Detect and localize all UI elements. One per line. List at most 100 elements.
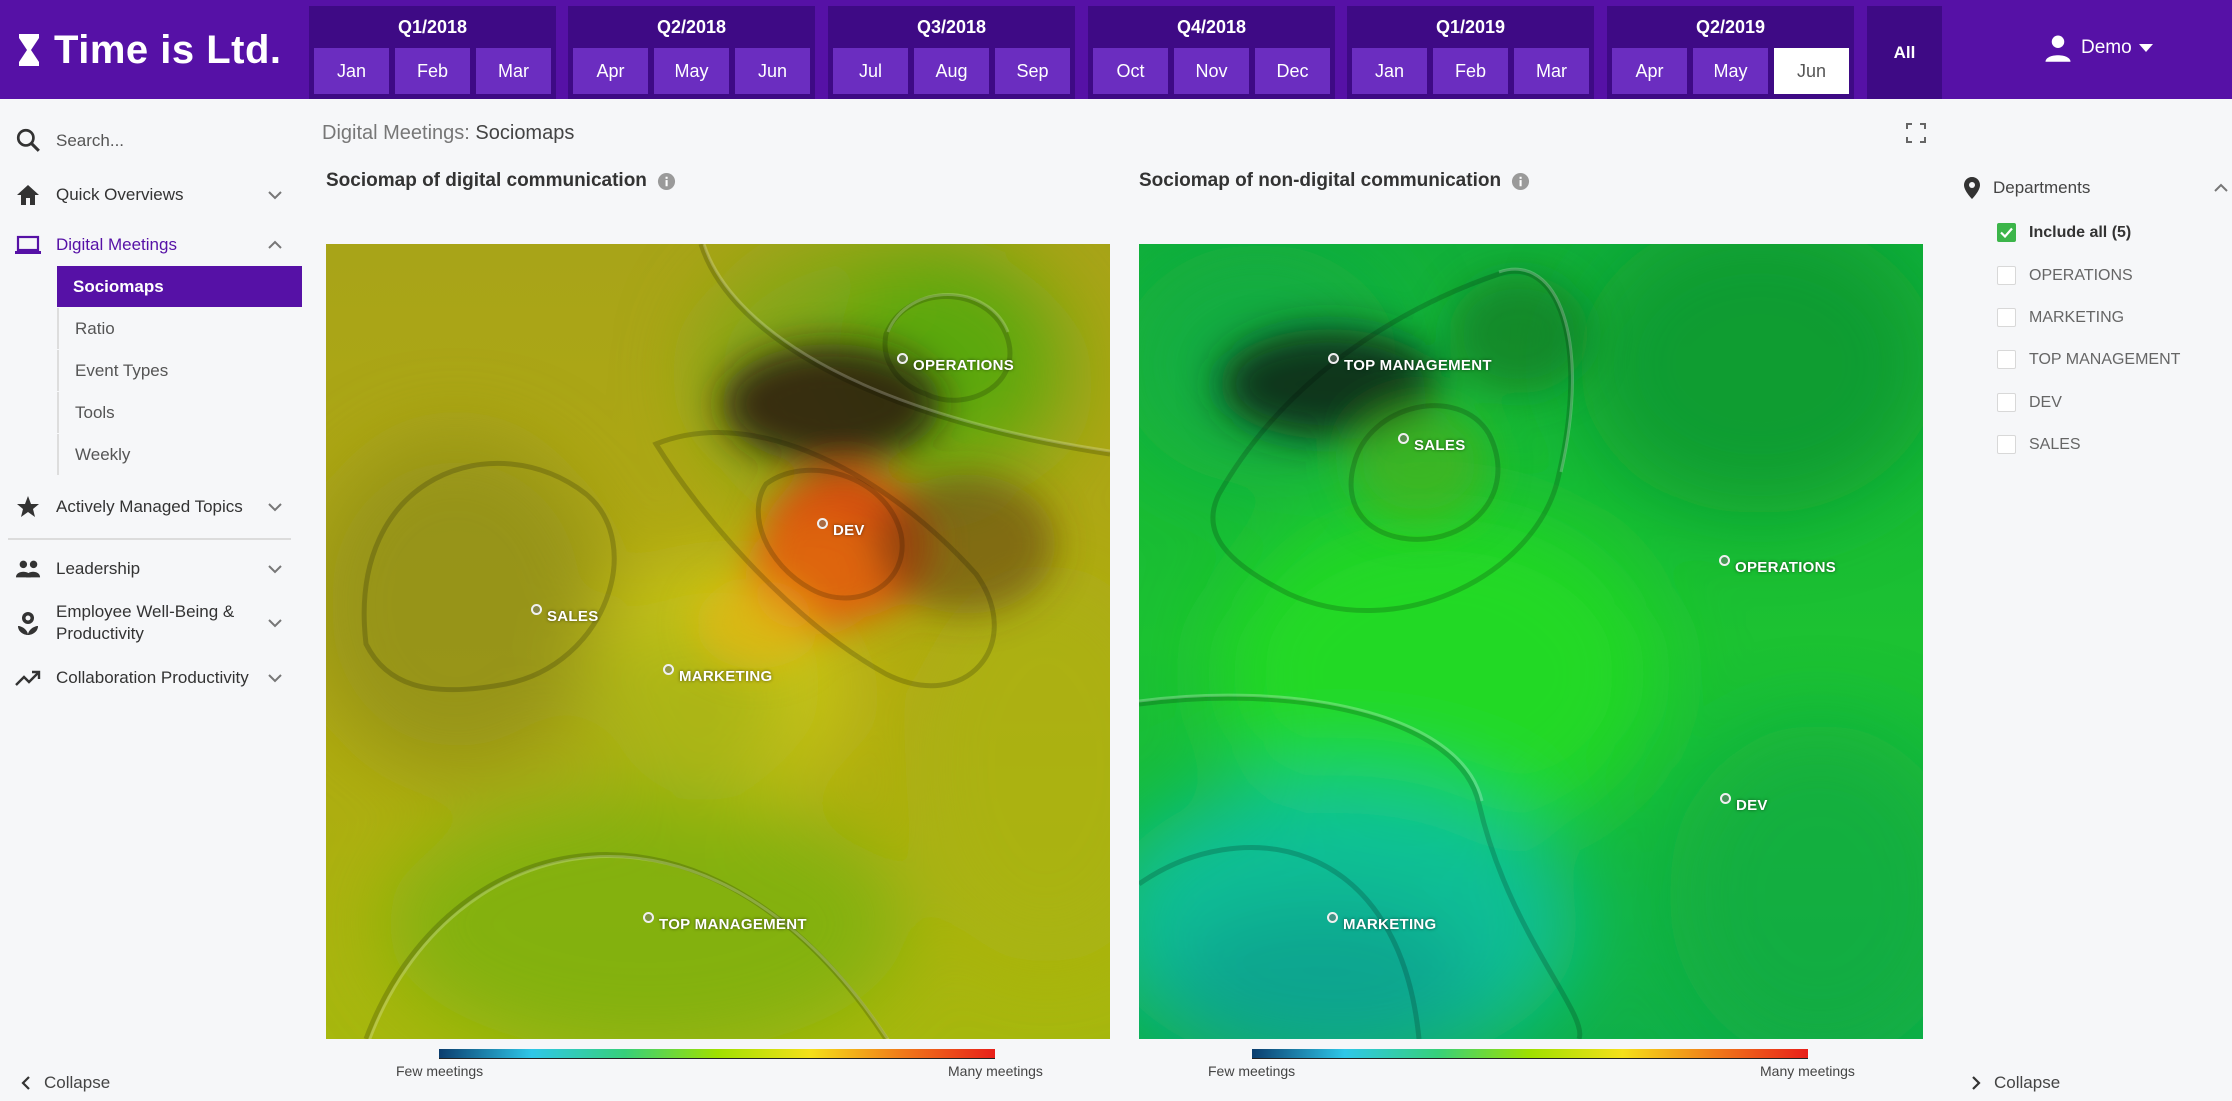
map-point[interactable]: SALES: [1398, 433, 1466, 454]
month-button[interactable]: Mar: [476, 48, 551, 94]
map-title-non-digital: Sociomap of non-digital communication: [1139, 170, 1530, 192]
sociomap-heatmap: [1139, 244, 1923, 1039]
checkbox[interactable]: [1997, 266, 2016, 285]
department-operations[interactable]: OPERATIONS: [1997, 266, 2133, 285]
department-marketing[interactable]: MARKETING: [1997, 308, 2124, 327]
sidebar-item-quick-overviews[interactable]: Quick Overviews: [0, 182, 300, 208]
department-label: Include all (5): [2029, 223, 2132, 241]
sidebar-item-collaboration-productivity[interactable]: Collaboration Productivity: [0, 665, 300, 691]
quarter-label[interactable]: Q1/2019: [1435, 17, 1506, 37]
point-label: MARKETING: [1343, 916, 1437, 933]
sidebar-subitem-tools[interactable]: Tools: [57, 392, 302, 433]
point-label: SALES: [547, 608, 599, 625]
month-button[interactable]: Nov: [1174, 48, 1249, 94]
quarter-label[interactable]: Q4/2018: [1176, 17, 1247, 37]
month-button[interactable]: May: [654, 48, 729, 94]
map-point[interactable]: MARKETING: [1327, 912, 1437, 933]
info-icon[interactable]: [1511, 172, 1530, 191]
month-button[interactable]: Feb: [1433, 48, 1508, 94]
quarter-label[interactable]: Q3/2018: [916, 17, 987, 37]
quarter-label[interactable]: Q2/2018: [656, 17, 727, 37]
period-q1-2018: Q1/2018 Jan Feb Mar: [309, 6, 556, 99]
month-button[interactable]: Jun: [735, 48, 810, 94]
fullscreen-icon[interactable]: [1906, 123, 1926, 143]
all-periods-button[interactable]: All: [1867, 6, 1942, 99]
department-include-all[interactable]: Include all (5): [1997, 223, 2131, 242]
map-point[interactable]: OPERATIONS: [1719, 555, 1836, 576]
sidebar-item-label: Leadership: [56, 559, 141, 578]
checkbox[interactable]: [1997, 350, 2016, 369]
sidebar-item-actively-managed-topics[interactable]: Actively Managed Topics: [0, 494, 300, 520]
sidebar-subitem-sociomaps[interactable]: Sociomaps: [57, 266, 302, 307]
sociomap-non-digital[interactable]: TOP MANAGEMENT SALES OPERATIONS DEV MARK…: [1139, 244, 1923, 1039]
legend-high-label: Many meetings: [948, 1063, 1043, 1079]
map-title-digital: Sociomap of digital communication: [326, 170, 676, 192]
department-label: DEV: [2029, 393, 2062, 411]
map-point[interactable]: TOP MANAGEMENT: [643, 912, 807, 933]
logo[interactable]: Time is Ltd.: [18, 28, 282, 72]
chevron-up-icon[interactable]: [2210, 177, 2232, 199]
checkbox[interactable]: [1997, 393, 2016, 412]
search-input[interactable]: [56, 127, 286, 155]
map-point[interactable]: OPERATIONS: [897, 353, 1014, 374]
sidebar-item-employee-well-being[interactable]: Employee Well-Being & Productivity: [0, 599, 300, 647]
map-point[interactable]: DEV: [1720, 793, 1768, 814]
month-button[interactable]: Jan: [314, 48, 389, 94]
flower-icon: [15, 610, 41, 636]
month-button[interactable]: Aug: [914, 48, 989, 94]
sidebar-subitem-weekly[interactable]: Weekly: [57, 434, 302, 475]
map-point[interactable]: DEV: [817, 518, 865, 539]
search-icon: [16, 128, 40, 152]
month-button[interactable]: Jan: [1352, 48, 1427, 94]
checkbox-checked[interactable]: [1997, 223, 2016, 242]
map-title-text: Sociomap of digital communication: [326, 170, 647, 191]
month-button-active[interactable]: Jun: [1774, 48, 1849, 94]
sidebar-item-leadership[interactable]: Leadership: [0, 556, 300, 582]
user-icon: [2045, 35, 2071, 62]
user-menu[interactable]: Demo: [2043, 30, 2162, 66]
checkbox[interactable]: [1997, 435, 2016, 454]
point-marker: [817, 518, 828, 529]
sociomap-digital[interactable]: OPERATIONS DEV SALES MARKETING TOP MANAG…: [326, 244, 1110, 1039]
sidebar-item-label: Quick Overviews: [56, 185, 184, 204]
month-button[interactable]: Mar: [1514, 48, 1589, 94]
checkbox[interactable]: [1997, 308, 2016, 327]
caret-down-icon: [2138, 44, 2153, 52]
breadcrumb-parent[interactable]: Digital Meetings:: [322, 122, 470, 144]
month-button[interactable]: May: [1693, 48, 1768, 94]
month-button[interactable]: Apr: [1612, 48, 1687, 94]
department-sales[interactable]: SALES: [1997, 435, 2081, 454]
month-button[interactable]: Apr: [573, 48, 648, 94]
month-button[interactable]: Feb: [395, 48, 470, 94]
info-icon[interactable]: [657, 172, 676, 191]
month-button[interactable]: Dec: [1255, 48, 1330, 94]
sidebar-item-label: Digital Meetings: [56, 235, 177, 254]
check-icon: [2000, 227, 2013, 238]
sidebar-item-digital-meetings[interactable]: Digital Meetings: [0, 232, 300, 258]
point-marker: [531, 604, 542, 615]
breadcrumb: Digital Meetings: Sociomaps: [322, 122, 574, 145]
department-top-management[interactable]: TOP MANAGEMENT: [1997, 350, 2180, 369]
month-button[interactable]: Jul: [833, 48, 908, 94]
departments-header-label: Departments: [1993, 178, 2091, 197]
sidebar-collapse-button[interactable]: Collapse: [20, 1073, 110, 1093]
map-point[interactable]: MARKETING: [663, 664, 773, 685]
right-panel-collapse-button[interactable]: Collapse: [1970, 1073, 2060, 1093]
department-dev[interactable]: DEV: [1997, 393, 2062, 412]
sidebar-subitem-ratio[interactable]: Ratio: [57, 308, 302, 349]
month-button[interactable]: Oct: [1093, 48, 1168, 94]
chevron-down-icon: [268, 565, 282, 574]
map-point[interactable]: SALES: [531, 604, 599, 625]
departments-header[interactable]: Departments: [1963, 176, 2090, 200]
quarter-label[interactable]: Q1/2018: [397, 17, 468, 37]
point-label: DEV: [1736, 797, 1768, 814]
month-button[interactable]: Sep: [995, 48, 1070, 94]
quarter-label[interactable]: Q2/2019: [1695, 17, 1766, 37]
chevron-down-icon: [268, 191, 282, 200]
sidebar-subitem-event-types[interactable]: Event Types: [57, 350, 302, 391]
map-point[interactable]: TOP MANAGEMENT: [1328, 353, 1492, 374]
period-q3-2018: Q3/2018 Jul Aug Sep: [828, 6, 1075, 99]
point-label: DEV: [833, 522, 865, 539]
period-q2-2019: Q2/2019 Apr May Jun: [1607, 6, 1854, 99]
color-legend-bar: [1252, 1049, 1808, 1059]
